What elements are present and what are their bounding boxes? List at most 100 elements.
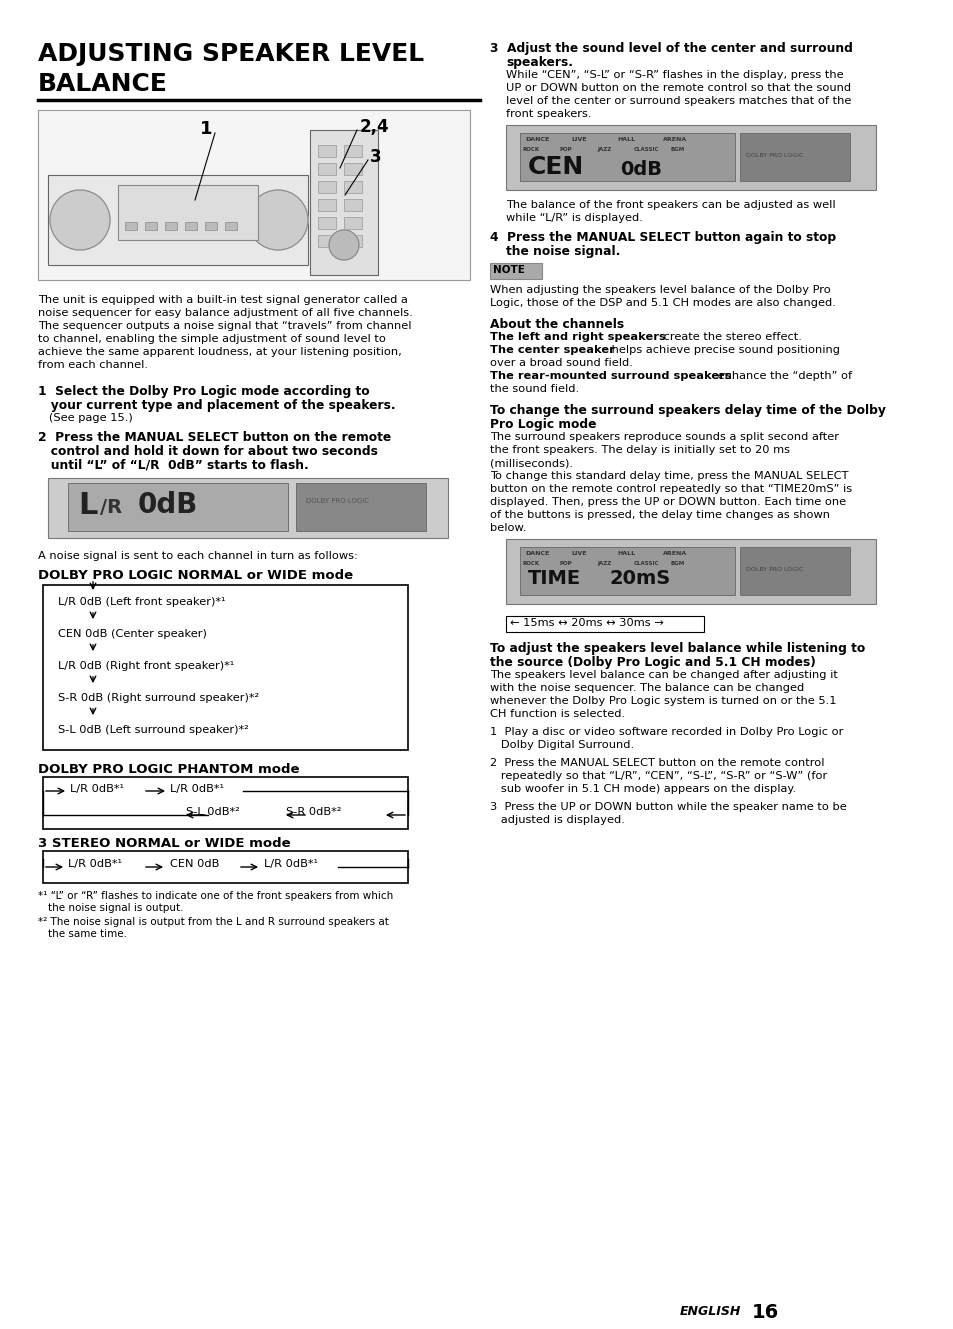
Bar: [344, 163, 361, 175]
Text: of the buttons is pressed, the delay time changes as shown: of the buttons is pressed, the delay tim…: [490, 510, 829, 520]
Bar: [43, 851, 408, 882]
Text: BGM: BGM: [670, 148, 684, 152]
Text: BGM: BGM: [670, 561, 684, 566]
Text: DOLBY SURROUND: DOLBY SURROUND: [922, 171, 932, 274]
Text: 1  Play a disc or video software recorded in Dolby Pro Logic or: 1 Play a disc or video software recorded…: [490, 727, 842, 738]
Bar: [317, 235, 335, 247]
Text: Pro Logic mode: Pro Logic mode: [490, 419, 596, 431]
Text: HALL: HALL: [617, 137, 635, 142]
Text: The rear-mounted surround speakers: The rear-mounted surround speakers: [490, 371, 731, 381]
Bar: [118, 185, 257, 241]
Text: L: L: [78, 490, 97, 520]
Text: POP: POP: [559, 561, 572, 566]
Text: 1: 1: [200, 120, 213, 138]
Bar: [740, 133, 849, 181]
Text: L/R 0dB*¹: L/R 0dB*¹: [170, 784, 224, 793]
Text: 2,4: 2,4: [359, 118, 389, 136]
Text: The surround speakers reproduce sounds a split second after: The surround speakers reproduce sounds a…: [490, 432, 838, 443]
Bar: [344, 145, 361, 157]
Text: your current type and placement of the speakers.: your current type and placement of the s…: [38, 399, 395, 412]
Bar: [344, 217, 361, 229]
Text: from each channel.: from each channel.: [38, 360, 148, 369]
Bar: [48, 478, 448, 538]
Text: CEN: CEN: [527, 155, 583, 179]
Text: The sequencer outputs a noise signal that “travels” from channel: The sequencer outputs a noise signal tha…: [38, 322, 411, 331]
Text: TIME: TIME: [527, 569, 580, 587]
Text: adjusted is displayed.: adjusted is displayed.: [490, 815, 624, 825]
Text: CH function is selected.: CH function is selected.: [490, 708, 624, 719]
Text: 16: 16: [751, 1302, 779, 1322]
Text: BALANCE: BALANCE: [38, 72, 168, 96]
Text: The balance of the front speakers can be adjusted as well: The balance of the front speakers can be…: [505, 199, 835, 210]
Text: S-R 0dB (Right surround speaker)*²: S-R 0dB (Right surround speaker)*²: [58, 692, 259, 703]
Text: repeatedly so that “L/R”, “CEN”, “S-L”, “S-R” or “S-W” (for: repeatedly so that “L/R”, “CEN”, “S-L”, …: [490, 771, 826, 781]
Text: ARENA: ARENA: [662, 552, 686, 556]
Text: ENGLISH: ENGLISH: [679, 1305, 740, 1318]
Text: 2  Press the MANUAL SELECT button on the remote: 2 Press the MANUAL SELECT button on the …: [38, 431, 391, 444]
Bar: [43, 585, 408, 750]
Text: CEN 0dB: CEN 0dB: [170, 859, 219, 869]
Text: To change this standard delay time, press the MANUAL SELECT: To change this standard delay time, pres…: [490, 470, 847, 481]
Text: S-L 0dB (Left surround speaker)*²: S-L 0dB (Left surround speaker)*²: [58, 726, 249, 735]
Text: noise sequencer for easy balance adjustment of all five channels.: noise sequencer for easy balance adjustm…: [38, 308, 413, 318]
Bar: [68, 482, 288, 532]
Text: JAZZ: JAZZ: [597, 148, 611, 152]
Bar: [505, 617, 703, 633]
Bar: [490, 263, 541, 279]
Bar: [344, 235, 361, 247]
Text: ROCK: ROCK: [522, 561, 539, 566]
Bar: [317, 199, 335, 211]
Bar: [165, 222, 177, 230]
Bar: [225, 222, 236, 230]
Text: the sound field.: the sound field.: [490, 384, 578, 393]
Text: HALL: HALL: [617, 552, 635, 556]
Text: speakers.: speakers.: [505, 56, 573, 69]
Text: ADJUSTING SPEAKER LEVEL: ADJUSTING SPEAKER LEVEL: [38, 43, 424, 66]
Text: ARENA: ARENA: [662, 137, 686, 142]
Text: 3  Press the UP or DOWN button while the speaker name to be: 3 Press the UP or DOWN button while the …: [490, 801, 846, 812]
Text: DOLBY PRO LOGIC: DOLBY PRO LOGIC: [306, 498, 369, 504]
Text: L/R 0dB*¹: L/R 0dB*¹: [68, 859, 122, 869]
Text: CEN 0dB (Center speaker): CEN 0dB (Center speaker): [58, 629, 207, 639]
Text: While “CEN”, “S-L” or “S-R” flashes in the display, press the: While “CEN”, “S-L” or “S-R” flashes in t…: [505, 70, 842, 80]
Text: DOLBY PRO LOGIC PHANTOM mode: DOLBY PRO LOGIC PHANTOM mode: [38, 763, 299, 776]
Text: sub woofer in 5.1 CH mode) appears on the display.: sub woofer in 5.1 CH mode) appears on th…: [490, 784, 796, 793]
Text: button on the remote control repeatedly so that “TIME20mS” is: button on the remote control repeatedly …: [490, 484, 851, 494]
Bar: [125, 222, 137, 230]
Text: S-R 0dB*²: S-R 0dB*²: [286, 807, 341, 817]
Text: 3: 3: [370, 148, 381, 166]
Text: Dolby Digital Surround.: Dolby Digital Surround.: [490, 740, 634, 750]
Text: /R: /R: [100, 498, 122, 517]
Text: *¹ “L” or “R” flashes to indicate one of the front speakers from which: *¹ “L” or “R” flashes to indicate one of…: [38, 890, 393, 901]
Bar: [317, 217, 335, 229]
Text: DOLBY PRO LOGIC: DOLBY PRO LOGIC: [745, 567, 802, 571]
Text: to channel, enabling the simple adjustment of sound level to: to channel, enabling the simple adjustme…: [38, 334, 385, 344]
Text: create the stereo effect.: create the stereo effect.: [659, 332, 801, 342]
Text: L/R 0dB*¹: L/R 0dB*¹: [70, 784, 124, 793]
Text: DOLBY PRO LOGIC: DOLBY PRO LOGIC: [745, 153, 802, 158]
Text: 3  Adjust the sound level of the center and surround: 3 Adjust the sound level of the center a…: [490, 43, 852, 54]
Text: The speakers level balance can be changed after adjusting it: The speakers level balance can be change…: [490, 670, 837, 680]
Text: LIVE: LIVE: [571, 137, 586, 142]
Text: DANCE: DANCE: [524, 552, 549, 556]
Text: 2  Press the MANUAL SELECT button on the remote control: 2 Press the MANUAL SELECT button on the …: [490, 758, 823, 768]
Bar: [519, 548, 734, 595]
Text: the noise signal is output.: the noise signal is output.: [48, 902, 183, 913]
Text: CLASSIC: CLASSIC: [634, 148, 659, 152]
Text: (milliseconds).: (milliseconds).: [490, 459, 573, 468]
Text: CLASSIC: CLASSIC: [634, 561, 659, 566]
Bar: [205, 222, 216, 230]
Text: *² The noise signal is output from the L and R surround speakers at: *² The noise signal is output from the L…: [38, 917, 389, 928]
Text: whenever the Dolby Pro Logic system is turned on or the 5.1: whenever the Dolby Pro Logic system is t…: [490, 696, 836, 706]
Text: A noise signal is sent to each channel in turn as follows:: A noise signal is sent to each channel i…: [38, 552, 357, 561]
Bar: [505, 540, 875, 603]
Text: the same time.: the same time.: [48, 929, 127, 940]
Circle shape: [50, 190, 110, 250]
Text: below.: below.: [490, 524, 526, 533]
Text: 0dB: 0dB: [138, 490, 198, 520]
Text: enhance the “depth” of: enhance the “depth” of: [713, 371, 851, 381]
Text: POP: POP: [559, 148, 572, 152]
Text: L/R 0dB (Right front speaker)*¹: L/R 0dB (Right front speaker)*¹: [58, 661, 234, 671]
Text: L/R 0dB (Left front speaker)*¹: L/R 0dB (Left front speaker)*¹: [58, 597, 225, 607]
Text: 3 STEREO NORMAL or WIDE mode: 3 STEREO NORMAL or WIDE mode: [38, 837, 291, 851]
